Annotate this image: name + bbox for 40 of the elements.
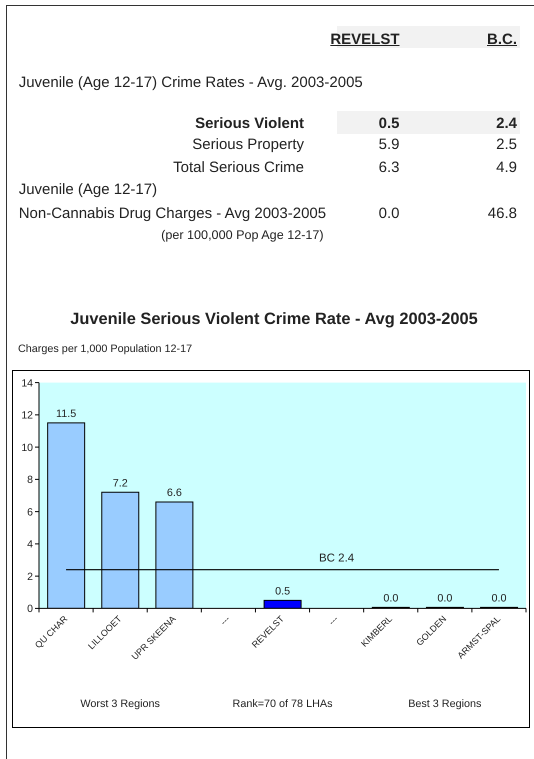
data-label: 7.2 [112, 477, 128, 490]
x-tick-label: --- [218, 614, 232, 628]
data-label: 0.0 [492, 592, 507, 604]
ref-line-label: BC 2.4 [319, 552, 355, 565]
data-label: 6.6 [166, 486, 182, 499]
text: 46.8 [488, 204, 517, 222]
data-label: 0.0 [383, 592, 398, 604]
text: (per 100,000 Pop Age 12-17) [161, 228, 324, 242]
x-tick-label: --- [326, 614, 340, 628]
text: 4.9 [496, 158, 517, 176]
y-tick-label: 6 [27, 506, 34, 518]
y-axis-title: Charges per 1,000 Population 12-17 [18, 343, 192, 356]
text: 2.4 [496, 115, 517, 132]
text: Non-Cannabis Drug Charges - Avg 2003-2005 [18, 204, 326, 222]
text: Worst 3 Regions [80, 698, 160, 710]
text: 0.0 [378, 204, 400, 222]
y-tick-label: 10 [21, 442, 34, 454]
data-label: 11.5 [56, 408, 76, 420]
y-tick-label: 4 [27, 538, 34, 551]
y-tick-label: 12 [21, 410, 34, 422]
data-label: 0.0 [437, 592, 452, 604]
text: Total Serious Crime [173, 158, 304, 176]
data-label: 0.5 [275, 585, 290, 598]
text: Serious Violent [195, 115, 304, 132]
text: REVELST [330, 31, 400, 48]
y-tick-label: 0 [27, 603, 34, 616]
text: Rank=70 of 78 LHAs [232, 698, 332, 710]
text: Juvenile (Age 12-17) Crime Rates - Avg. 2003-2005 [18, 74, 363, 91]
chart-title: Juvenile Serious Violent Crime Rate - Avg 2003-2005 [70, 310, 478, 328]
text: 5.9 [378, 136, 400, 154]
text: Serious Property [192, 136, 304, 154]
y-tick-label: 8 [27, 474, 34, 486]
y-tick-label: 2 [27, 570, 34, 583]
text: Best 3 Regions [408, 698, 482, 710]
text: B.C. [487, 31, 517, 48]
text: 0.5 [378, 115, 400, 132]
text: 2.5 [496, 136, 517, 154]
y-tick-label: 14 [21, 377, 34, 390]
text: 6.3 [378, 158, 400, 176]
text: Juvenile (Age 12-17) [18, 180, 158, 198]
